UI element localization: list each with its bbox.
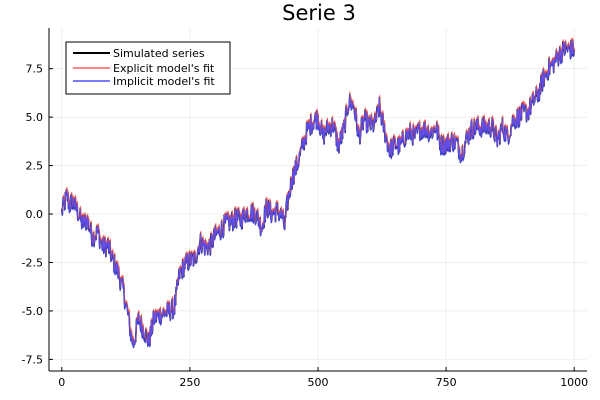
series-line-implicit-model-s-fit [61, 40, 575, 349]
axes [48, 28, 587, 372]
x-tick-label: 1000 [560, 376, 588, 389]
x-tick-label: 250 [179, 376, 200, 389]
x-tick-label: 750 [436, 376, 457, 389]
y-tick-label: 0.0 [26, 208, 44, 221]
x-tick-label: 500 [308, 376, 329, 389]
tick-labels: 0 250 500 750 1000 -7.5 -5.0 -2.5 0.0 2.5 5.0 7.5 [22, 63, 589, 389]
x-tick-label: 0 [58, 376, 65, 389]
y-tick-label: 7.5 [26, 63, 44, 76]
legend: Simulated series Explicit model's fit Im… [65, 41, 231, 95]
y-tick-label: 2.5 [26, 160, 44, 173]
y-tick-label: 5.0 [26, 111, 44, 124]
y-tick-label: -7.5 [22, 353, 43, 366]
chart-title: Serie 3 [282, 1, 356, 25]
y-tick-label: -5.0 [22, 305, 43, 318]
y-tick-label: -2.5 [22, 256, 43, 269]
legend-label-simulated: Simulated series [113, 47, 205, 60]
legend-label-implicit: Implicit model's fit [113, 75, 215, 88]
series-layer [61, 37, 575, 349]
legend-label-explicit: Explicit model's fit [113, 62, 215, 75]
